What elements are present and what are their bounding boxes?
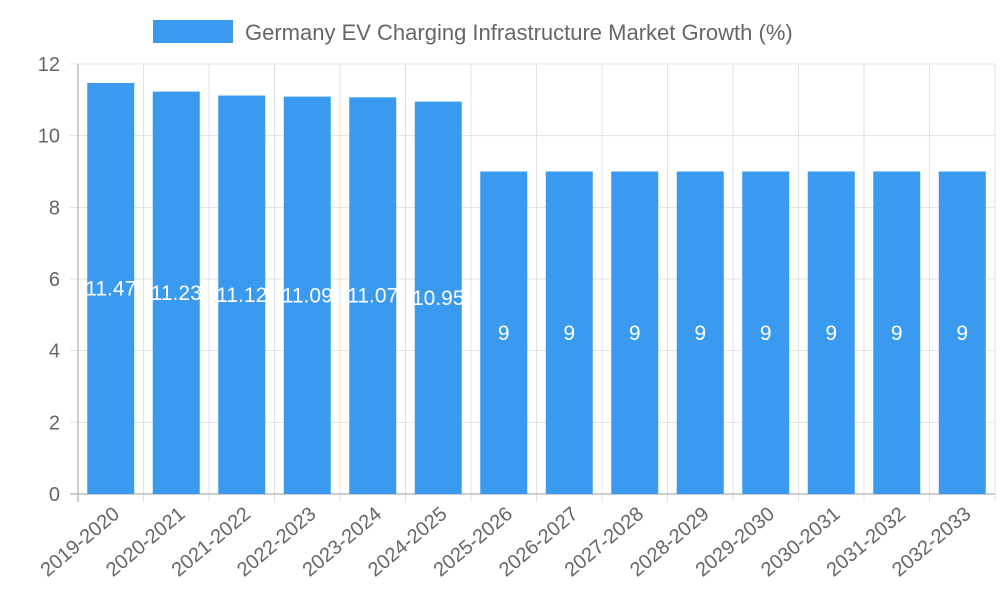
y-tick-label: 0: [49, 484, 60, 506]
bar[interactable]: [414, 101, 462, 494]
bar[interactable]: [676, 171, 724, 495]
x-axis-ticks: 2019-20202020-20212021-20222022-20232023…: [37, 503, 976, 581]
y-axis-ticks: 0 2 4 6 8 10 12: [38, 54, 60, 506]
bar[interactable]: [938, 171, 986, 495]
bar[interactable]: [545, 171, 593, 495]
bar-value-label: 9: [760, 322, 772, 345]
bar[interactable]: [218, 95, 266, 495]
bar[interactable]: [152, 91, 200, 494]
y-tick-label: 4: [49, 341, 60, 363]
bar-value-label: 9: [694, 322, 706, 345]
bar[interactable]: [873, 171, 921, 495]
grid: [70, 63, 996, 502]
y-tick-label: 12: [38, 54, 60, 76]
y-tick-label: 6: [49, 269, 60, 291]
y-tick-label: 2: [49, 412, 60, 434]
bar-value-label: 9: [563, 322, 575, 345]
bar[interactable]: [742, 171, 790, 495]
bar-value-label: 11.07: [347, 285, 398, 308]
bar-value-label: 9: [825, 322, 837, 345]
bar[interactable]: [611, 171, 659, 495]
bars: [87, 82, 986, 495]
legend-label: Germany EV Charging Infrastructure Marke…: [245, 20, 793, 45]
bar-value-label: 10.95: [412, 287, 465, 310]
bar[interactable]: [807, 171, 855, 495]
bar-value-label: 11.09: [282, 284, 333, 307]
bar[interactable]: [480, 171, 528, 495]
y-tick-label: 10: [38, 126, 60, 148]
legend[interactable]: Germany EV Charging Infrastructure Marke…: [153, 20, 793, 45]
bar-value-label: 9: [498, 322, 510, 345]
bar-value-label: 9: [956, 322, 968, 345]
bar-value-label: 11.12: [216, 284, 267, 307]
bar[interactable]: [349, 97, 397, 494]
bar-value-label: 9: [629, 322, 641, 345]
bar[interactable]: [87, 82, 135, 494]
bar-value-label: 11.23: [151, 282, 202, 305]
legend-swatch: [153, 20, 233, 43]
bar[interactable]: [283, 96, 331, 494]
data-labels: 11.47 11.23 11.12 11.09 11.07 10.95 9 9 9 9 9 9 9 9: [85, 277, 968, 344]
bar-value-label: 11.47: [85, 277, 136, 300]
y-tick-label: 8: [49, 197, 60, 219]
bar-value-label: 9: [891, 322, 903, 345]
